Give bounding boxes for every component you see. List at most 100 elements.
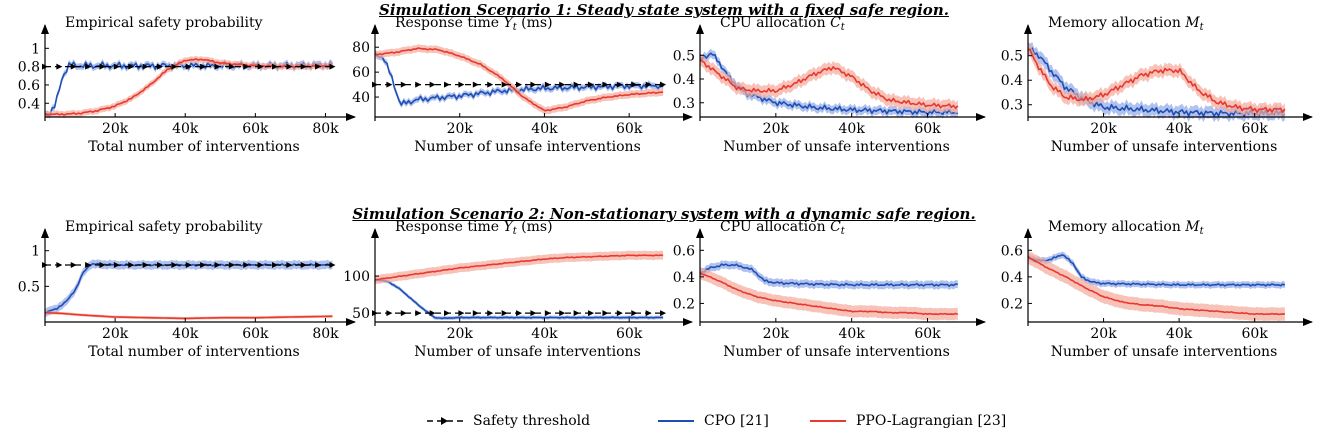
y-tick-label: 0.4 <box>18 96 40 112</box>
chart-title: CPU allocation Ct <box>720 15 846 33</box>
x-tick-label: 60k <box>1242 121 1269 137</box>
threshold-marker <box>458 310 465 317</box>
threshold-marker <box>530 310 537 317</box>
x-tick-label: 40k <box>1166 326 1193 342</box>
x-tick-label: 40k <box>839 326 866 342</box>
y-tick-label: 100 <box>343 269 370 285</box>
threshold-marker <box>559 81 566 88</box>
threshold-marker <box>128 261 135 268</box>
legend-item-threshold: Safety threshold <box>425 409 590 433</box>
threshold-marker <box>386 310 393 317</box>
threshold-marker <box>300 261 307 268</box>
chart-title: Empirical safety probability <box>65 15 263 31</box>
chart-s2-safety: 20k 40k 60k 80k 0.5 1 Empirical safety probabi… <box>18 219 356 360</box>
threshold-marker <box>660 310 667 317</box>
x-axis-label: Number of unsafe interventions <box>1051 139 1278 155</box>
threshold-marker <box>616 81 623 88</box>
y-tick-label: 40 <box>352 90 370 106</box>
series-ppo <box>699 58 959 110</box>
series-ppo <box>374 254 664 281</box>
threshold-marker <box>544 310 551 317</box>
threshold-marker <box>85 261 92 268</box>
chart-title: Memory allocation Mt <box>1048 219 1205 237</box>
chart-s2-response: 20k 40k 60k 50 100 Response time Yt (ms) Numbe… <box>343 219 693 360</box>
chart-title: Memory allocation Mt <box>1048 15 1205 33</box>
x-tick-label: 80k <box>312 326 339 342</box>
threshold-marker <box>271 63 278 70</box>
threshold-marker <box>487 81 494 88</box>
threshold-marker <box>530 81 537 88</box>
scenario-2-title: Simulation Scenario 2: Non-stationary sy… <box>352 205 976 223</box>
threshold-marker <box>415 81 422 88</box>
threshold-marker <box>214 63 221 70</box>
x-tick-label: 60k <box>616 326 643 342</box>
threshold-marker <box>429 81 436 88</box>
x-axis-label: Number of unsafe interventions <box>1051 344 1278 360</box>
x-tick-label: 20k <box>447 121 474 137</box>
x-tick-label: 20k <box>1090 121 1117 137</box>
threshold-marker <box>200 261 207 268</box>
threshold-marker <box>113 63 120 70</box>
threshold-marker <box>329 261 336 268</box>
threshold-marker <box>113 261 120 268</box>
chart-s2-memory: 20k 40k 60k 0.2 0.4 0.6 Memory allocation Mt Nu… <box>1001 219 1313 360</box>
threshold-marker <box>85 63 92 70</box>
legend: Safety threshold CPO [21] PPO-Lagrangian… <box>0 409 1328 433</box>
y-tick-label: 1 <box>31 244 40 260</box>
x-axis-label: Total number of interventions <box>88 344 299 360</box>
chart-title: Response time Yt (ms) <box>395 219 553 237</box>
band-cpo <box>1028 251 1285 290</box>
threshold-marker <box>300 63 307 70</box>
x-tick-label: 40k <box>531 121 558 137</box>
y-tick-label: 0.2 <box>1001 296 1023 312</box>
x-tick-label: 80k <box>312 121 339 137</box>
threshold-marker <box>315 63 322 70</box>
y-tick-label: 0.5 <box>1001 49 1023 65</box>
y-tick-label: 0.4 <box>673 72 695 88</box>
x-axis-label: Number of unsafe interventions <box>723 139 950 155</box>
y-tick-label: 0.5 <box>18 279 40 295</box>
x-tick-label: 20k <box>102 326 129 342</box>
threshold-marker <box>286 261 293 268</box>
x-tick-label: 20k <box>763 121 790 137</box>
threshold-marker <box>271 261 278 268</box>
threshold-marker <box>156 261 163 268</box>
band-cpo <box>700 48 958 119</box>
threshold-marker <box>544 81 551 88</box>
chart-title: CPU allocation Ct <box>720 219 846 237</box>
threshold-marker <box>156 63 163 70</box>
band-ppo <box>45 55 333 119</box>
series-ppo <box>44 311 333 320</box>
y-tick-label: 0.3 <box>673 96 695 112</box>
band-cpo <box>700 260 958 291</box>
threshold-marker <box>99 63 106 70</box>
x-tick-label: 20k <box>763 326 790 342</box>
threshold-marker <box>631 81 638 88</box>
y-tick-label: 0.2 <box>673 296 695 312</box>
chart-s2-cpu: 20k 40k 60k 0.2 0.4 0.6 CPU allocation Ct Numbe… <box>673 219 986 360</box>
y-tick-label: 60 <box>352 65 370 81</box>
x-tick-label: 20k <box>102 121 129 137</box>
y-tick-label: 80 <box>352 40 370 56</box>
threshold-marker <box>185 261 192 268</box>
threshold-marker <box>516 310 523 317</box>
band-cpo <box>375 278 664 321</box>
x-tick-label: 40k <box>1166 121 1193 137</box>
threshold-marker <box>56 63 63 70</box>
y-tick-label: 0.6 <box>673 243 695 259</box>
threshold-marker <box>99 261 106 268</box>
series-ppo <box>44 58 333 116</box>
y-tick-label: 0.6 <box>1001 243 1023 259</box>
threshold-marker <box>315 261 322 268</box>
chart-s1-safety: 20k 40k 60k 80k 0.4 0.6 0.8 1 Empirical safety p… <box>18 15 356 155</box>
threshold-marker <box>559 310 566 317</box>
series-ppo <box>1027 255 1285 316</box>
ppo-line-icon <box>810 420 846 422</box>
chart-title: Response time Yt (ms) <box>395 15 553 33</box>
x-tick-label: 60k <box>1242 326 1269 342</box>
threshold-marker <box>458 81 465 88</box>
threshold-marker <box>171 63 178 70</box>
threshold-marker <box>487 310 494 317</box>
x-tick-label: 60k <box>914 326 941 342</box>
threshold-marker <box>200 63 207 70</box>
